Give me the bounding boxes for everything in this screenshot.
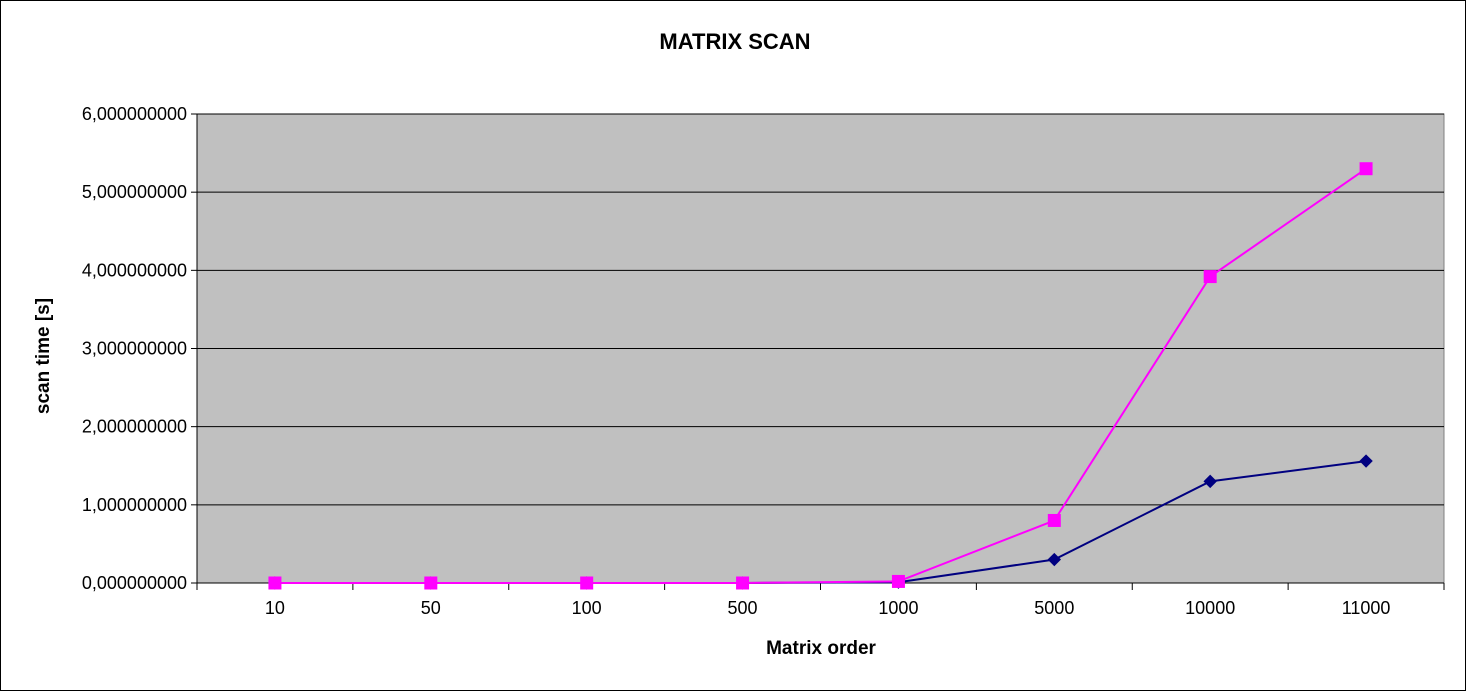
y-tick-label: 3,000000000 [82, 339, 187, 359]
data-point-diamond [1203, 474, 1217, 489]
x-axis-label: Matrix order [766, 638, 876, 659]
x-tick-label: 100 [572, 598, 602, 618]
y-tick-label: 4,000000000 [82, 260, 187, 280]
data-point-square [1047, 513, 1061, 527]
y-tick-label: 5,000000000 [82, 182, 187, 202]
data-point-diamond [1359, 454, 1373, 468]
x-tick-label: 5000 [1034, 598, 1074, 618]
data-point-square [424, 576, 438, 590]
y-tick-label: 6,000000000 [82, 104, 187, 124]
grid-lines [197, 113, 1444, 506]
x-tick-labels: 10 50 100 500 1000 5000 10000 11000 [265, 598, 1391, 618]
x-tick-label: 10000 [1185, 598, 1235, 618]
series-line [274, 167, 1367, 584]
data-point-diamond [1047, 552, 1062, 567]
y-tick-label: 0,000000000 [82, 573, 187, 593]
y-axis-label: scan time [s] [33, 298, 54, 414]
x-tick-label: 1000 [878, 598, 918, 618]
y-tick-labels: 0,000000000 1,000000000 2,000000000 3,00000… [82, 104, 187, 593]
data-point-square [1203, 270, 1217, 284]
x-tick-label: 50 [421, 598, 441, 618]
chart-title: MATRIX SCAN [659, 29, 810, 54]
data-point-square [580, 576, 594, 590]
data-point-square [268, 576, 282, 590]
data-point-square [736, 576, 750, 590]
x-tick-label: 10 [265, 598, 285, 618]
x-tick-label: 500 [728, 598, 758, 618]
series-layer [268, 162, 1373, 590]
series-2 [268, 162, 1373, 590]
data-point-square [891, 574, 905, 588]
data-point-square [1359, 162, 1373, 176]
y-tick-label: 1,000000000 [82, 495, 187, 515]
x-tick-label: 11000 [1342, 598, 1391, 618]
y-tick-label: 2,000000000 [82, 417, 187, 437]
